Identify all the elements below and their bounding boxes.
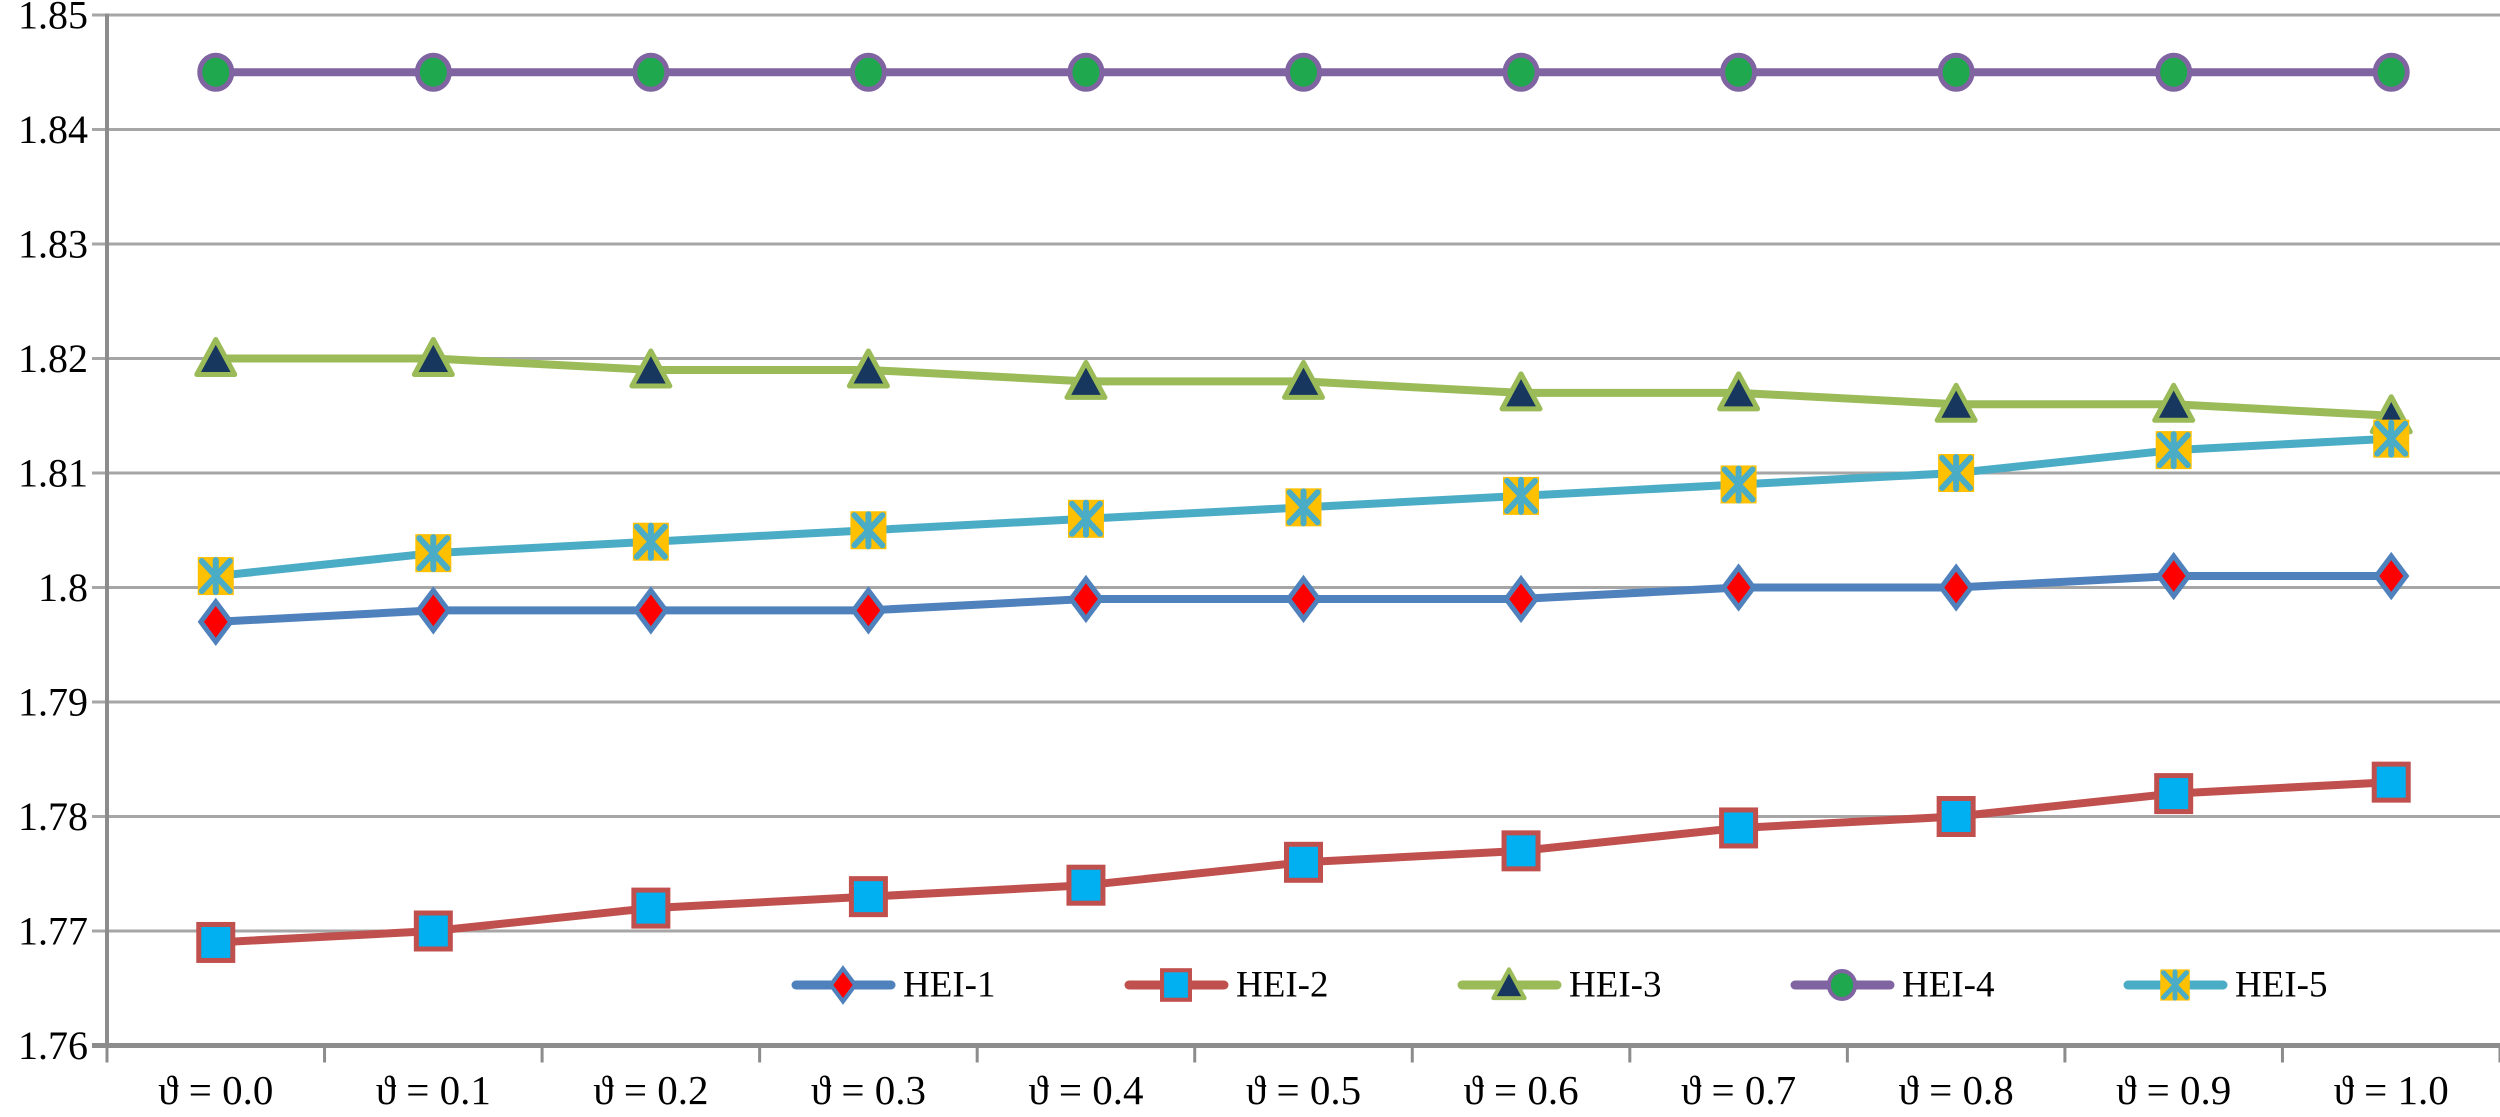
data-point-hei-3 xyxy=(1064,359,1108,400)
x-tick-label: ϑ = 0.9 xyxy=(2116,1067,2231,1113)
data-point-hei-3 xyxy=(846,348,890,389)
data-point-hei-1 xyxy=(2373,551,2410,601)
x-tick-label: ϑ = 0.0 xyxy=(158,1067,273,1113)
x-tick-label: ϑ = 0.8 xyxy=(1899,1067,2014,1113)
y-tick-label: 1.82 xyxy=(18,336,88,381)
x-tick-label: ϑ = 0.3 xyxy=(811,1067,926,1113)
data-point-hei-2 xyxy=(1719,807,1759,849)
data-point-hei-4 xyxy=(1720,52,1758,92)
data-point-hei-4 xyxy=(849,52,887,92)
x-tick-label: ϑ = 0.6 xyxy=(1463,1067,1578,1113)
data-point-hei-2 xyxy=(196,921,236,963)
y-tick-label: 1.81 xyxy=(18,451,88,496)
data-point-hei-3 xyxy=(629,348,673,389)
data-point-hei-3 xyxy=(194,337,238,377)
y-tick-label: 1.78 xyxy=(18,794,88,839)
data-point-hei-3 xyxy=(1717,371,1761,412)
y-tick-label: 1.79 xyxy=(18,680,88,725)
data-point-hei-4 xyxy=(1502,52,1540,92)
data-point-hei-1 xyxy=(1720,563,1757,612)
data-point-hei-1 xyxy=(632,586,669,635)
data-point-hei-1 xyxy=(2155,551,2192,601)
data-point-hei-4 xyxy=(414,52,452,92)
data-point-hei-3 xyxy=(2152,382,2196,423)
data-point-hei-4 xyxy=(1285,52,1322,92)
data-point-hei-2 xyxy=(1284,841,1323,883)
data-point-hei-4 xyxy=(1067,52,1105,92)
y-tick-label: 1.77 xyxy=(18,909,88,954)
x-tick-label: ϑ = 0.5 xyxy=(1246,1067,1361,1113)
y-tick-label: 1.85 xyxy=(18,0,88,38)
data-point-hei-2 xyxy=(2154,773,2194,815)
legend-label-hei-5: HEI-5 xyxy=(2235,965,2327,1006)
x-tick-label: ϑ = 0.7 xyxy=(1681,1067,1796,1113)
data-point-hei-1 xyxy=(1067,574,1105,624)
legend-marker-hei-3 xyxy=(1491,967,1527,1001)
legend-label-hei-3: HEI-3 xyxy=(1569,965,1661,1006)
data-point-hei-2 xyxy=(1501,830,1541,872)
legend-marker-hei-2 xyxy=(1160,968,1192,1002)
data-point-hei-2 xyxy=(1936,796,1976,837)
data-point-hei-3 xyxy=(1499,371,1543,412)
y-tick-label: 1.8 xyxy=(38,565,88,610)
data-point-hei-1 xyxy=(850,586,887,635)
data-point-hei-4 xyxy=(2155,52,2193,92)
data-point-hei-4 xyxy=(2372,52,2410,92)
data-point-hei-1 xyxy=(197,597,234,647)
data-point-hei-4 xyxy=(1937,52,1975,92)
data-point-hei-2 xyxy=(413,910,453,952)
data-point-hei-3 xyxy=(1934,382,1978,423)
data-point-hei-3 xyxy=(1282,359,1325,400)
data-point-hei-2 xyxy=(1066,864,1106,906)
x-tick-label: ϑ = 1.0 xyxy=(2334,1067,2449,1113)
y-tick-label: 1.83 xyxy=(18,222,88,267)
data-point-hei-3 xyxy=(411,337,455,377)
x-tick-label: ϑ = 0.4 xyxy=(1028,1067,1143,1113)
legend-marker-hei-4 xyxy=(1826,969,1858,1001)
data-point-hei-2 xyxy=(631,887,671,929)
legend-label-hei-4: HEI-4 xyxy=(1902,965,1994,1006)
x-tick-label: ϑ = 0.2 xyxy=(593,1067,708,1113)
data-point-hei-4 xyxy=(197,52,235,92)
data-point-hei-4 xyxy=(632,52,670,92)
y-tick-label: 1.76 xyxy=(18,1023,88,1068)
legend-label-hei-2: HEI-2 xyxy=(1236,965,1328,1006)
x-tick-label: ϑ = 0.1 xyxy=(376,1067,491,1113)
data-point-hei-1 xyxy=(415,586,452,635)
data-point-hei-1 xyxy=(1938,563,1975,612)
legend-label-hei-1: HEI-1 xyxy=(903,965,995,1006)
data-point-hei-2 xyxy=(2371,761,2411,803)
data-point-hei-1 xyxy=(1285,574,1322,624)
y-tick-label: 1.84 xyxy=(18,107,88,152)
data-point-hei-2 xyxy=(848,876,888,918)
data-point-hei-1 xyxy=(1502,574,1540,624)
legend-marker-hei-1 xyxy=(828,965,858,1005)
